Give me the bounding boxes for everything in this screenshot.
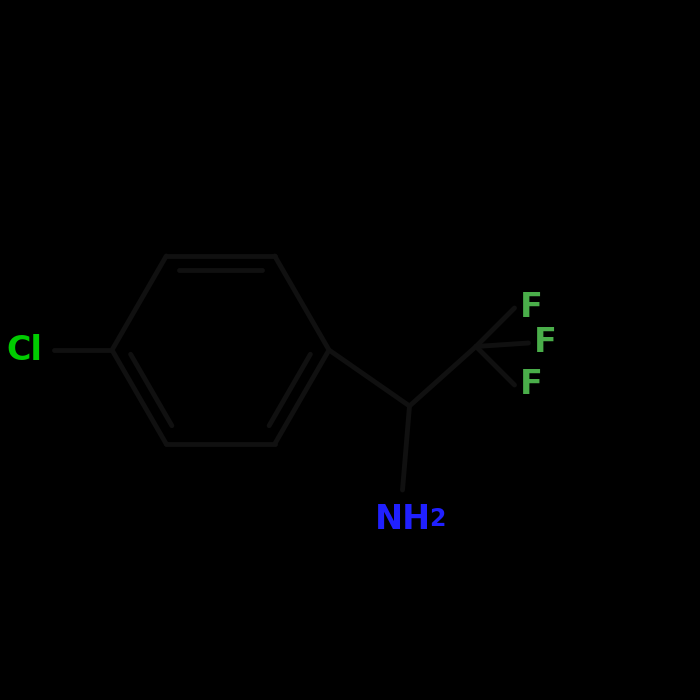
Text: NH: NH <box>374 503 430 536</box>
Text: Cl: Cl <box>6 333 42 367</box>
Text: 2: 2 <box>429 508 445 531</box>
Text: F: F <box>520 368 543 402</box>
Text: F: F <box>534 326 557 360</box>
Text: F: F <box>520 291 543 325</box>
